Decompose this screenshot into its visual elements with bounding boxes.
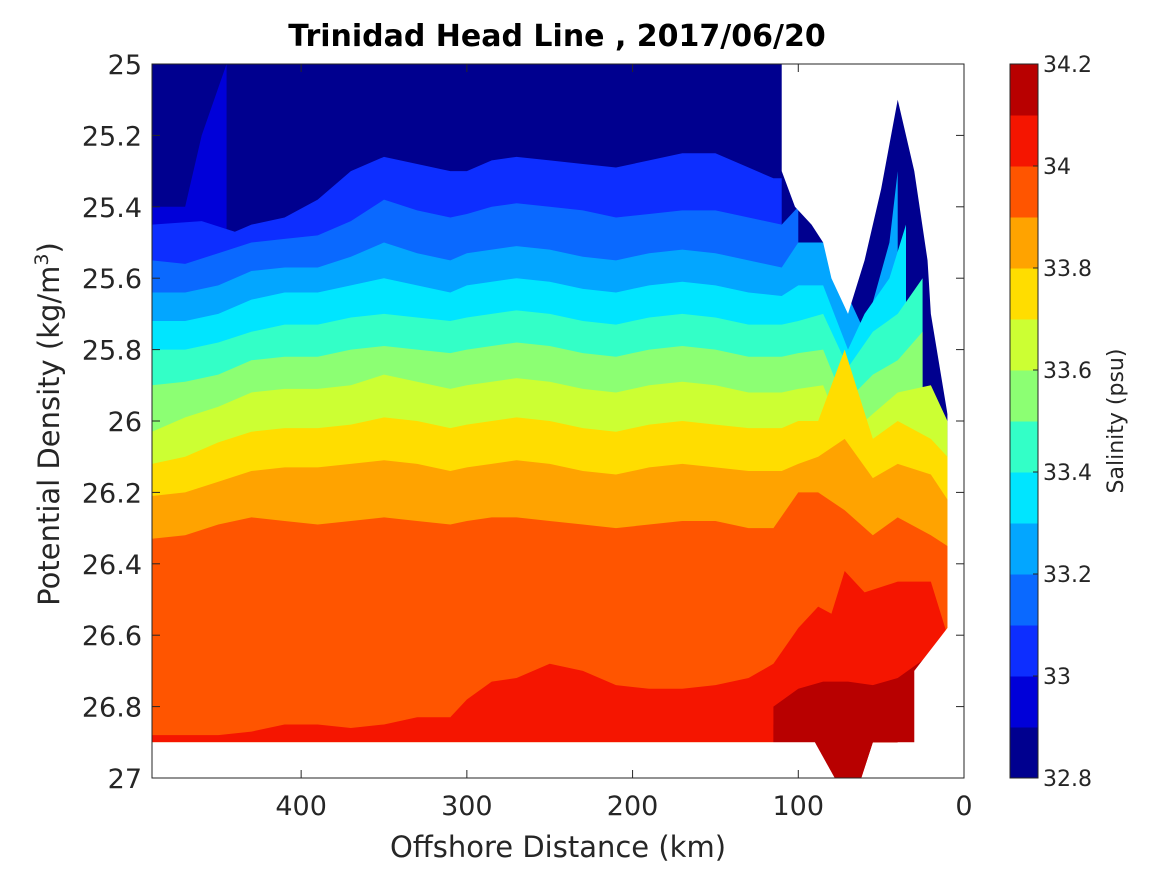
colorbar-swatch [1010, 727, 1038, 779]
y-tick-label: 25.6 [82, 264, 142, 295]
colorbar-swatch [1010, 523, 1038, 575]
y-tick-label: 26.4 [82, 550, 142, 581]
colorbar-swatch [1010, 268, 1038, 320]
colorbar-swatch [1010, 115, 1038, 167]
colorbar-swatch [1010, 472, 1038, 524]
colorbar-swatch [1010, 370, 1038, 422]
colorbar-tick-label: 33.6 [1043, 359, 1092, 384]
colorbar-frame [1009, 63, 1039, 779]
y-tick-label: 25.2 [82, 121, 142, 152]
y-tick-label: 25.8 [82, 336, 142, 367]
x-tick-label: 300 [441, 791, 493, 822]
axis-ticks: 400 300 200 100 0 25 25.2 25.4 25.6 25.8 26 26.2 26.… [82, 50, 973, 822]
colorbar-swatch [1010, 625, 1038, 677]
colorbar-tick-label: 33.2 [1043, 563, 1092, 588]
colorbar-tick-label: 33 [1043, 665, 1071, 690]
x-tick-label: 0 [955, 791, 972, 822]
colorbar-swatch [1010, 574, 1038, 626]
mask-bottom [152, 742, 835, 778]
x-axis-label: Offshore Distance (km) [390, 830, 726, 864]
colorbar-swatch [1010, 319, 1038, 371]
chart-title: Trinidad Head Line , 2017/06/20 [288, 19, 825, 54]
colorbar-swatch [1010, 64, 1038, 116]
x-tick-label: 400 [275, 791, 327, 822]
colorbar: 32.8 33 33.2 33.4 33.6 33.8 34 34.2 [1009, 53, 1092, 792]
colorbar-swatch [1010, 217, 1038, 269]
y-axis-label: Potential Density (kg/m3) [31, 242, 66, 606]
y-tick-label: 26.6 [82, 621, 142, 652]
mask-right [872, 628, 964, 778]
y-axis-label-superscript: 3 [31, 253, 53, 265]
x-tick-label: 200 [607, 791, 659, 822]
y-tick-label: 27 [108, 764, 142, 795]
x-tick-label: 100 [773, 791, 825, 822]
colorbar-swatch [1010, 421, 1038, 473]
colorbar-tick-label: 34.2 [1043, 53, 1092, 78]
no-data-masks [152, 64, 964, 778]
colorbar-tick-label: 34 [1043, 155, 1071, 180]
y-axis-label-prefix: Potential Density (kg/m [32, 266, 66, 606]
y-tick-label: 25.4 [82, 193, 142, 224]
y-tick-label: 25 [108, 50, 142, 81]
colorbar-tick-label: 33.4 [1043, 461, 1092, 486]
mask-top-right [781, 64, 964, 421]
plot-area [152, 64, 964, 778]
y-tick-label: 26.8 [82, 693, 142, 724]
contour-band-34 [152, 570, 948, 743]
y-tick-label: 26 [108, 407, 142, 438]
colorbar-tick-label: 33.8 [1043, 257, 1092, 282]
colorbar-tick-label: 32.8 [1043, 767, 1092, 792]
colorbar-swatch [1010, 166, 1038, 218]
colorbar-label: Salinity (psu) [1104, 349, 1129, 494]
colorbar-swatch [1010, 676, 1038, 728]
y-tick-label: 26.2 [82, 478, 142, 509]
y-axis-label-suffix: ) [32, 242, 66, 253]
